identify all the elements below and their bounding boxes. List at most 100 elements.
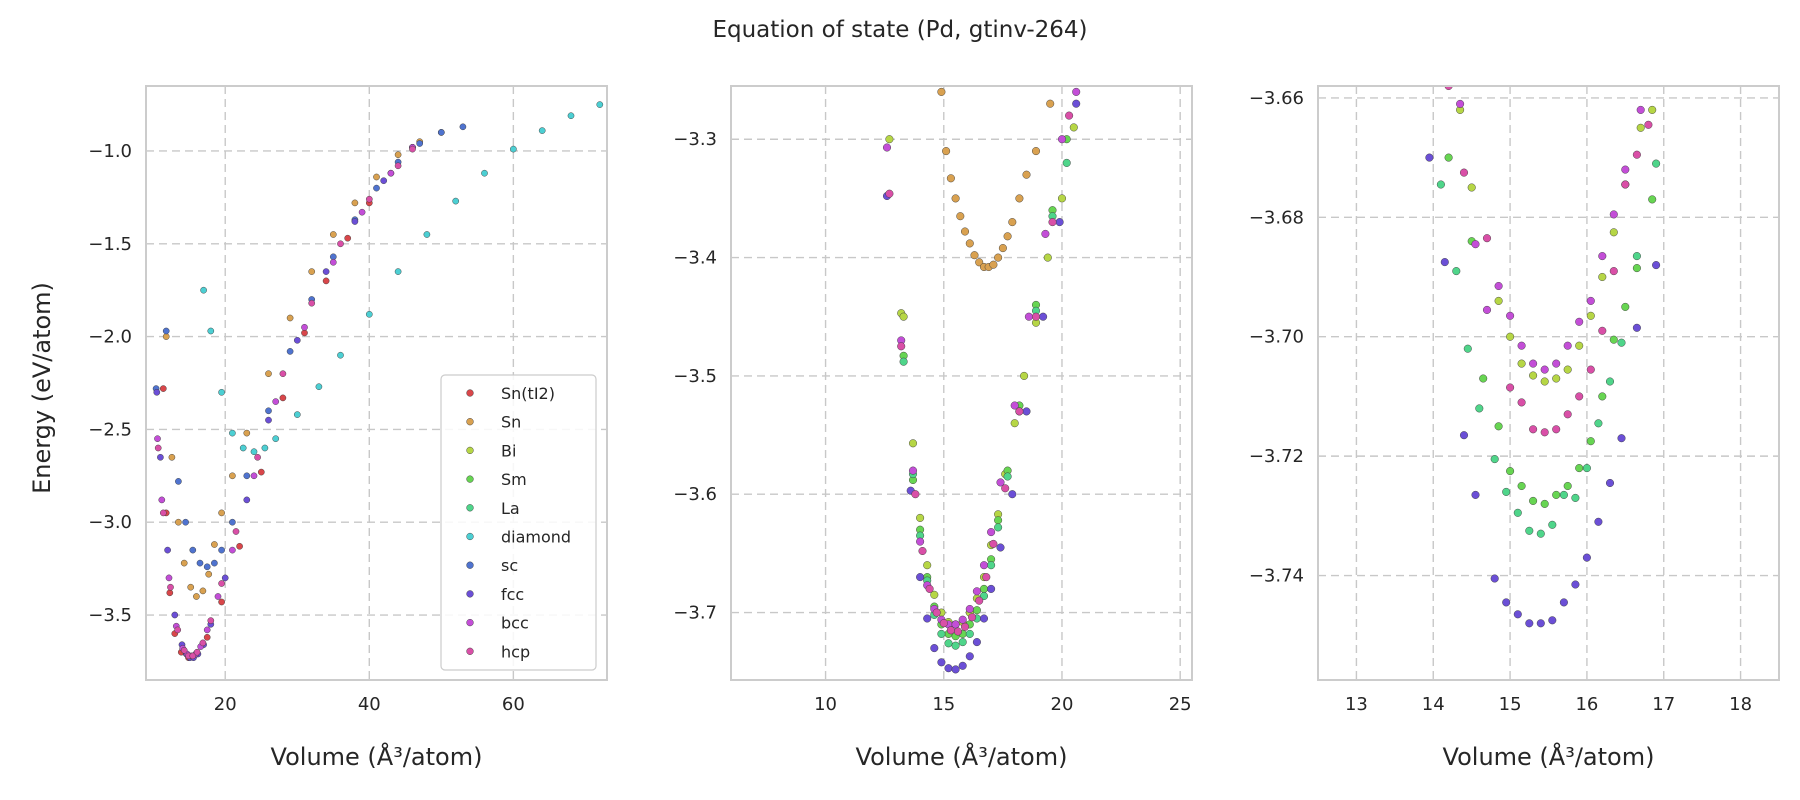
point-diamond <box>239 444 247 452</box>
point-bcc <box>1575 317 1584 326</box>
point-hcp <box>1015 407 1024 416</box>
point-sn <box>229 472 236 480</box>
x-tick-label: 13 <box>1345 694 1368 715</box>
point-sn <box>394 151 402 159</box>
point-sc <box>218 546 225 554</box>
point-bcc <box>358 208 366 216</box>
point-bcc <box>229 546 236 554</box>
point-sn <box>373 173 380 181</box>
points-group <box>152 101 604 662</box>
point-bi <box>1575 341 1584 350</box>
point-fcc <box>1490 574 1499 583</box>
point-fcc <box>1617 434 1626 443</box>
point-hcp <box>932 608 941 617</box>
point-fcc <box>1559 598 1568 607</box>
point-bi <box>930 590 939 599</box>
point-sm <box>1563 481 1572 491</box>
point-sn <box>994 253 1003 262</box>
point-bcc <box>1529 359 1538 368</box>
point-hcp <box>946 626 955 635</box>
point-sn <box>180 559 188 567</box>
point-hcp <box>193 648 201 656</box>
legend-marker <box>466 647 474 655</box>
point-diamond <box>510 145 517 153</box>
legend-marker <box>466 561 474 569</box>
point-la <box>1559 490 1568 499</box>
point-bcc <box>329 258 337 266</box>
point-bcc <box>996 478 1005 487</box>
point-sm <box>1632 264 1641 273</box>
point-sc <box>182 518 189 526</box>
point-bi <box>1494 296 1503 305</box>
legend-label: Sm <box>501 470 527 489</box>
point-la <box>1003 472 1012 481</box>
point-sm <box>1517 481 1526 491</box>
point-sc <box>196 559 204 567</box>
point-hcp <box>232 528 240 535</box>
point-hcp <box>159 509 167 517</box>
point-hcp <box>180 646 188 654</box>
x-tick-label: 17 <box>1652 694 1675 715</box>
point-bi <box>1020 371 1029 380</box>
point-bi <box>1069 123 1078 132</box>
point-bcc <box>154 435 161 443</box>
legend-label: Sn(tI2) <box>501 384 555 403</box>
point-fcc <box>265 416 272 424</box>
legend-label: sc <box>501 556 518 575</box>
point-sn <box>1031 147 1041 156</box>
point-sn <box>329 231 337 238</box>
point-bcc <box>1636 105 1645 114</box>
point-sm <box>1609 335 1618 344</box>
point-la <box>965 629 974 638</box>
point-fcc <box>1594 517 1603 526</box>
y-tick-label: −3.6 <box>673 484 717 505</box>
point-bcc <box>165 574 173 582</box>
point-hcp <box>207 617 215 624</box>
point-sn <box>975 258 984 267</box>
point-hcp <box>1001 484 1010 493</box>
point-hcp <box>1031 312 1041 321</box>
y-tick-label: −3.5 <box>88 605 132 626</box>
point-fcc <box>221 574 229 582</box>
y-tick-label: −2.0 <box>88 327 132 348</box>
point-sn <box>960 227 970 236</box>
y-tick-label: −3.72 <box>1249 446 1304 467</box>
point-bcc <box>882 143 892 152</box>
point-bcc <box>1506 311 1515 320</box>
point-hcp <box>337 240 344 248</box>
point-sm <box>1598 392 1607 401</box>
point-la <box>994 523 1003 532</box>
point-bcc <box>250 472 258 480</box>
point-bi <box>923 561 932 570</box>
point-bcc <box>1041 229 1050 238</box>
point-hcp <box>394 162 402 170</box>
point-fcc <box>916 573 925 582</box>
point-hcp <box>960 622 970 631</box>
point-la <box>1652 159 1661 168</box>
legend-label: bcc <box>501 614 529 633</box>
point-la <box>1513 508 1522 517</box>
point-bi <box>1010 419 1019 428</box>
point-bcc <box>301 323 308 331</box>
point-hcp <box>925 584 934 593</box>
axes-frame <box>730 85 1193 681</box>
point-hcp <box>897 342 906 351</box>
point-bi <box>1467 183 1476 192</box>
point-fcc <box>1652 261 1661 270</box>
point-hcp <box>989 539 998 548</box>
point-fcc <box>1536 619 1545 628</box>
y-tick-label: −3.7 <box>673 603 717 624</box>
point-bcc <box>958 615 967 624</box>
x-tick-label: 25 <box>1169 694 1192 715</box>
point-sn <box>199 587 207 595</box>
x-tick-label: 15 <box>932 694 955 715</box>
axes-frame <box>145 85 608 681</box>
point-fcc <box>1425 153 1434 162</box>
point-fcc <box>1548 616 1557 625</box>
point-hcp <box>885 189 894 198</box>
point-sn <box>211 541 218 548</box>
legend-marker <box>466 532 474 541</box>
point-hcp <box>409 145 416 153</box>
point-hcp <box>154 444 162 452</box>
